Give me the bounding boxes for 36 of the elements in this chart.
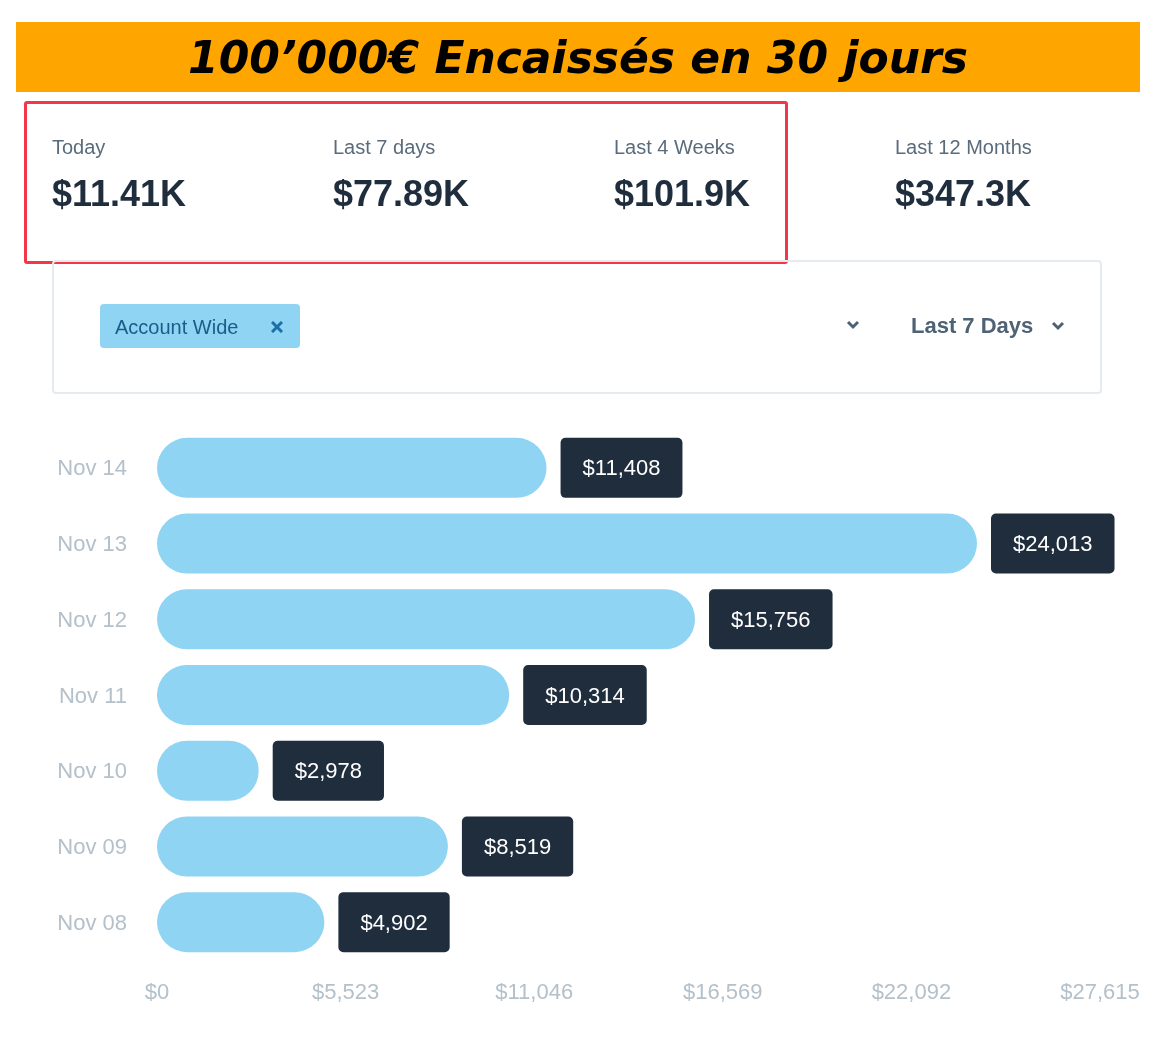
x-tick-label: $22,092 xyxy=(871,978,952,1004)
text: Last 12 Months xyxy=(895,136,1032,159)
text: $101.9K xyxy=(614,173,751,215)
bar xyxy=(157,589,696,650)
text: $77.89K xyxy=(333,173,470,215)
y-tick-label: Nov 12 xyxy=(57,606,127,632)
data-label: $10,314 xyxy=(545,682,625,708)
bar xyxy=(157,816,448,877)
y-tick-label: Nov 09 xyxy=(57,833,127,859)
x-tick-label: $5,523 xyxy=(311,978,380,1004)
data-label: $15,756 xyxy=(731,606,811,632)
data-label: $8,519 xyxy=(483,833,552,859)
data-label: $11,408 xyxy=(582,455,661,481)
bar xyxy=(157,665,510,725)
chart-title: 100’000€ Encaissés en 30 jours xyxy=(16,22,1140,92)
x-tick-label: $0 xyxy=(144,978,170,1004)
y-tick-label: Nov 11 xyxy=(58,682,127,708)
x-tick-label: $27,615 xyxy=(1060,978,1140,1004)
bar xyxy=(157,437,547,498)
text: $11.41K xyxy=(52,173,187,215)
bar xyxy=(157,513,977,574)
y-tick-label: Nov 08 xyxy=(57,909,127,935)
text: Account Wide xyxy=(115,316,239,339)
data-label: $24,013 xyxy=(1013,531,1093,557)
data-label: $2,978 xyxy=(294,758,362,784)
text: Last 4 Weeks xyxy=(614,136,735,159)
y-tick-label: Nov 14 xyxy=(57,455,127,481)
text: Last 7 days xyxy=(333,136,436,159)
x-tick-label: $11,046 xyxy=(495,978,574,1004)
text: $347.3K xyxy=(895,173,1032,215)
x-tick-label: $16,569 xyxy=(683,978,763,1004)
y-tick-label: Nov 10 xyxy=(57,758,127,784)
text: Today xyxy=(52,136,106,159)
y-tick-label: Nov 13 xyxy=(57,531,127,557)
text: Last 7 Days xyxy=(911,313,1034,339)
data-label: $4,902 xyxy=(360,909,428,935)
